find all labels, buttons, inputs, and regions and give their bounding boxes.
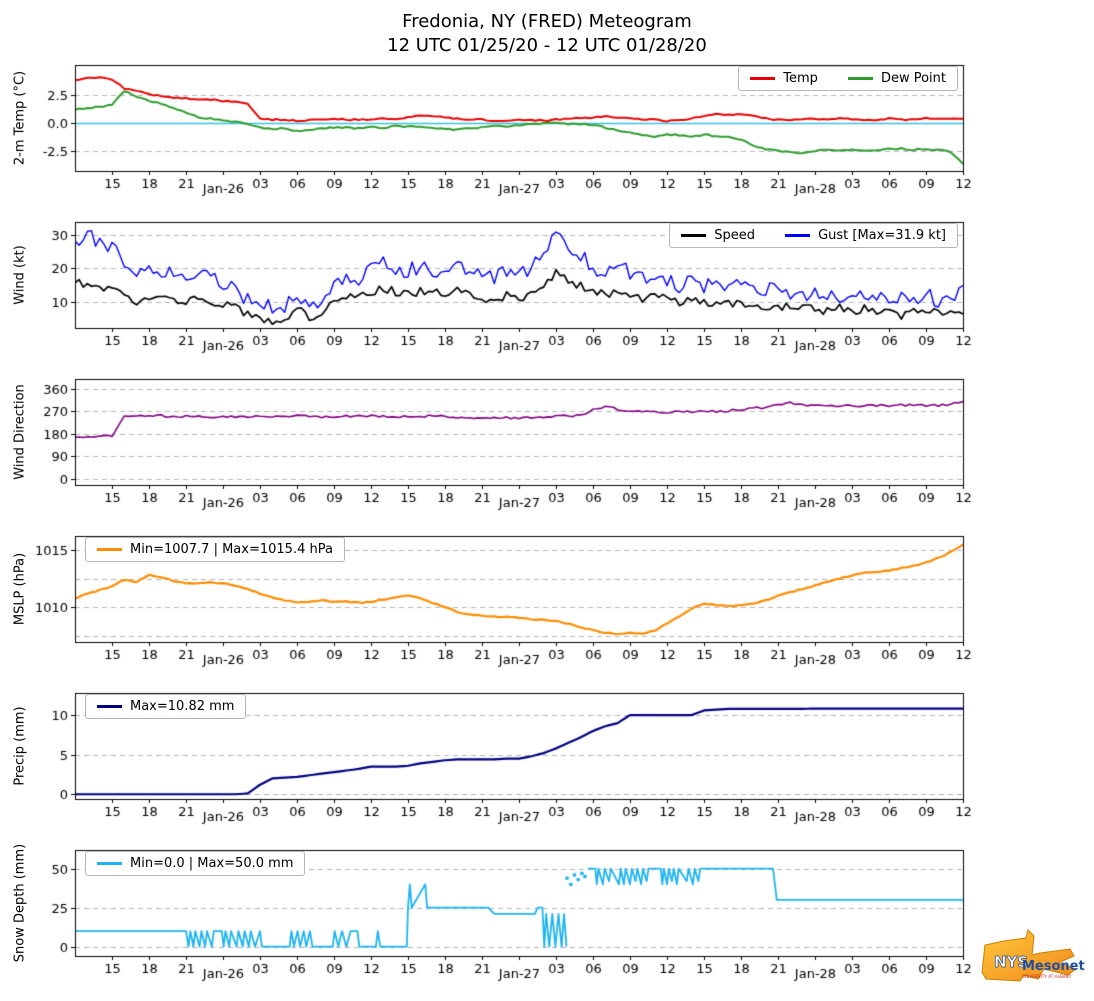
mslp-line-swatch xyxy=(97,547,122,551)
precip-line-swatch xyxy=(97,704,122,708)
dewpoint-line-swatch xyxy=(847,76,873,80)
temp-legend-entry: Temp xyxy=(750,71,818,86)
wind-y-axis-label: Wind (kt) xyxy=(12,244,28,305)
temp-y-axis-label: 2-m Temp (°C) xyxy=(12,70,28,165)
title-line1: Fredonia, NY (FRED) Meteogram xyxy=(402,11,692,32)
mslp-panel: MSLP (hPa) Min=1007.7 | Max=1015.4 hPa xyxy=(0,529,1094,687)
logo-mesonet-text: Mesonet xyxy=(1022,959,1085,974)
temp-line-swatch xyxy=(750,76,776,80)
mslp-y-axis-label: MSLP (hPa) xyxy=(12,552,28,625)
dewpoint-legend-label: Dew Point xyxy=(880,70,946,86)
precip-y-axis-label: Precip (mm) xyxy=(12,705,28,786)
logo-nys-text: NYS xyxy=(994,953,1028,971)
mslp-legend-label: Min=1007.7 | Max=1015.4 hPa xyxy=(130,541,333,557)
page-title: Fredonia, NY (FRED) Meteogram 12 UTC 01/… xyxy=(0,0,1094,59)
snow-depth-legend-entry: Min=0.0 | Max=50.0 mm xyxy=(97,856,293,871)
snow-depth-y-axis-label: Snow Depth (mm) xyxy=(12,843,28,962)
snow-depth-line-swatch xyxy=(97,861,122,865)
precip-legend: Max=10.82 mm xyxy=(85,693,247,719)
wind-direction-chart-canvas xyxy=(0,372,1094,530)
temp-legend: Temp Dew Point xyxy=(738,65,958,91)
precip-legend-label: Max=10.82 mm xyxy=(130,698,235,714)
nys-mesonet-logo: NYS Mesonet UNIVERSITY AT ALBANY xyxy=(974,925,1086,995)
wind-direction-y-axis-label: Wind Direction xyxy=(12,383,28,480)
speed-legend-label: Speed xyxy=(714,227,756,243)
speed-line-swatch xyxy=(681,233,707,237)
gust-legend-entry: Gust [Max=31.9 kt] xyxy=(785,228,946,243)
mslp-legend-entry: Min=1007.7 | Max=1015.4 hPa xyxy=(97,542,333,557)
dewpoint-legend-entry: Dew Point xyxy=(847,70,946,86)
speed-legend-entry: Speed xyxy=(681,228,755,243)
gust-legend-label: Gust [Max=31.9 kt] xyxy=(818,227,946,243)
gust-line-swatch xyxy=(785,233,811,237)
wind-direction-panel: Wind Direction xyxy=(0,372,1094,530)
precip-legend-entry: Max=10.82 mm xyxy=(97,699,234,714)
mslp-legend: Min=1007.7 | Max=1015.4 hPa xyxy=(85,536,345,562)
snow-depth-legend: Min=0.0 | Max=50.0 mm xyxy=(85,850,306,876)
snow-depth-legend-label: Min=0.0 | Max=50.0 mm xyxy=(130,855,294,871)
temp-panel: 2-m Temp (°C) Temp Dew Point xyxy=(0,58,1094,216)
ny-state-shape: NYS Mesonet UNIVERSITY AT ALBANY xyxy=(981,929,1085,982)
title-line2: 12 UTC 01/25/20 - 12 UTC 01/28/20 xyxy=(387,35,707,57)
wind-panel: Wind (kt) Speed Gust [Max=31.9 kt] xyxy=(0,215,1094,373)
precip-panel: Precip (mm) Max=10.82 mm xyxy=(0,686,1094,844)
logo-subtext: UNIVERSITY AT ALBANY xyxy=(1022,974,1072,979)
temp-legend-label: Temp xyxy=(783,70,818,86)
wind-legend: Speed Gust [Max=31.9 kt] xyxy=(669,222,958,248)
snow-depth-panel: Snow Depth (mm) Min=0.0 | Max=50.0 mm xyxy=(0,843,1094,1001)
